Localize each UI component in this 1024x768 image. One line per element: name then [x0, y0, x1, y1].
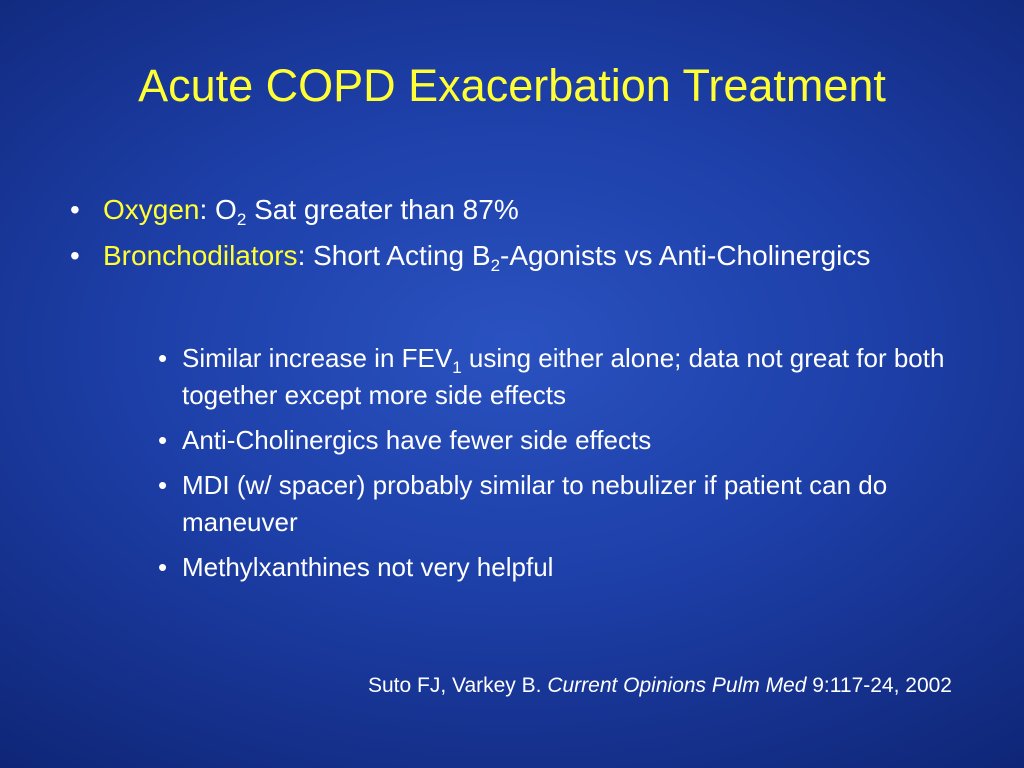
- citation-journal: Current Opinions Pulm Med: [547, 674, 807, 697]
- bullet-dot: •: [158, 552, 168, 582]
- bullet-bronchodilators-text-b: -Agonists vs Anti-Cholinergics: [500, 240, 871, 271]
- main-bullet-list: • Oxygen: O2 Sat greater than 87% • Bron…: [70, 190, 930, 282]
- sub-bullet-mdi-text: MDI (w/ spacer) probably similar to nebu…: [182, 470, 888, 537]
- sub-bullet-list: • Similar increase in FEV1 using either …: [158, 340, 958, 594]
- bullet-dot: •: [158, 470, 168, 500]
- sub-bullet-anticholinergics-text: Anti-Cholinergics have fewer side effect…: [182, 425, 652, 455]
- sub-bullet-fev1-text-b: using either alone; data not great for b…: [182, 343, 945, 410]
- bullet-oxygen-text-b: Sat greater than 87%: [246, 194, 519, 225]
- sub-bullet-mdi: • MDI (w/ spacer) probably similar to ne…: [158, 467, 958, 541]
- bullet-dot: •: [70, 194, 80, 225]
- citation-authors: Suto FJ, Varkey B.: [367, 674, 548, 697]
- citation-details: 9:117-24, 2002: [806, 674, 952, 697]
- sub-bullet-fev1-subscript: 1: [452, 358, 462, 377]
- bullet-oxygen-text-a: : O: [199, 194, 237, 225]
- bullet-bronchodilators-subscript: 2: [490, 256, 501, 275]
- bullet-dot: •: [158, 343, 168, 373]
- citation: Suto FJ, Varkey B. Current Opinions Pulm…: [368, 674, 952, 698]
- bullet-dot: •: [158, 425, 168, 455]
- sub-bullet-fev1: • Similar increase in FEV1 using either …: [158, 340, 958, 414]
- bullet-bronchodilators-text-a: : Short Acting B: [297, 240, 491, 271]
- sub-bullet-methylxanthines: • Methylxanthines not very helpful: [158, 549, 958, 586]
- bullet-oxygen-label: Oxygen: [103, 194, 200, 225]
- bullet-oxygen-subscript: 2: [236, 210, 247, 229]
- sub-bullet-methylxanthines-text: Methylxanthines not very helpful: [182, 552, 554, 582]
- slide-title: Acute COPD Exacerbation Treatment: [138, 60, 886, 111]
- bullet-dot: •: [70, 240, 80, 271]
- sub-bullet-fev1-text-a: Similar increase in FEV: [182, 343, 453, 373]
- bullet-bronchodilators: • Bronchodilators: Short Acting B2-Agoni…: [70, 236, 930, 276]
- bullet-oxygen: • Oxygen: O2 Sat greater than 87%: [70, 190, 930, 230]
- bullet-bronchodilators-label: Bronchodilators: [103, 240, 298, 271]
- sub-bullet-anticholinergics: • Anti-Cholinergics have fewer side effe…: [158, 422, 958, 459]
